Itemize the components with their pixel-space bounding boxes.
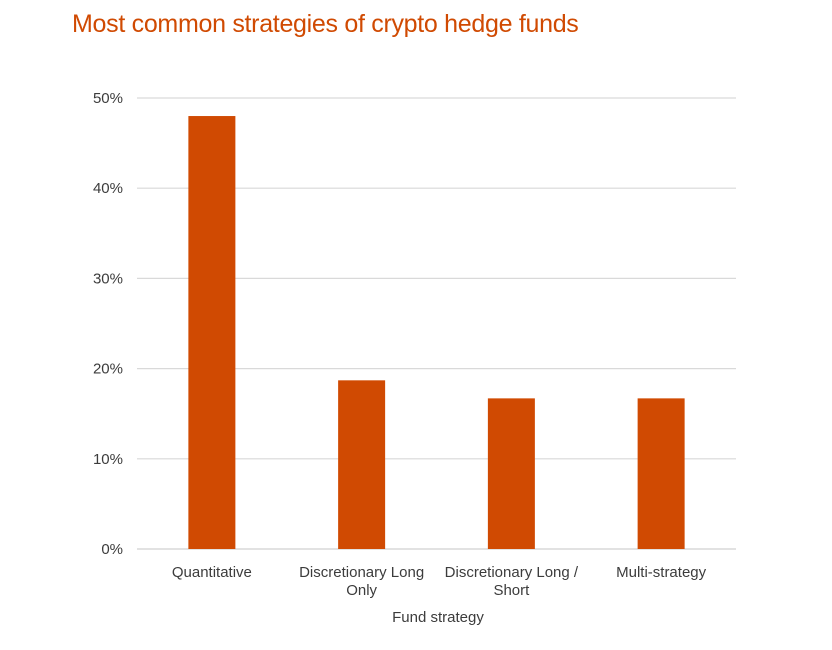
x-tick-label: Discretionary Long Only <box>299 564 424 599</box>
y-tick-label: 20% <box>93 361 123 378</box>
x-tick-label-line: Discretionary Long / <box>445 564 579 581</box>
bar <box>637 398 685 549</box>
y-tick-label: 50% <box>93 90 123 107</box>
x-axis-title: Fund strategy <box>392 609 484 626</box>
gridlines <box>137 97 736 550</box>
y-tick-label: 30% <box>93 270 123 287</box>
y-tick-label: 40% <box>93 180 123 197</box>
bars <box>188 116 685 549</box>
bar <box>338 380 386 549</box>
x-tick-label: Discretionary Long / Short <box>445 564 579 599</box>
x-tick-label-line: Only <box>346 582 377 599</box>
bar <box>188 116 236 549</box>
y-tick-label: 10% <box>93 451 123 468</box>
y-tick-label: 0% <box>101 541 123 558</box>
x-axis-tick-labels: Quantitative Discretionary Long OnlyDiscre… <box>172 564 707 599</box>
x-tick-label-line: Quantitative <box>172 564 252 581</box>
x-tick-label: Quantitative <box>172 564 252 581</box>
x-tick-label-line: Short <box>493 582 530 599</box>
bar <box>487 398 535 549</box>
y-axis-tick-labels: 0% 10% 20% 30% 40% 50% <box>93 90 123 558</box>
x-tick-label-line: Multi-strategy <box>616 564 707 581</box>
x-tick-label: Multi-strategy <box>616 564 707 581</box>
chart-title: Most common strategies of crypto hedge f… <box>72 10 579 38</box>
x-tick-label-line: Discretionary Long <box>299 564 424 581</box>
